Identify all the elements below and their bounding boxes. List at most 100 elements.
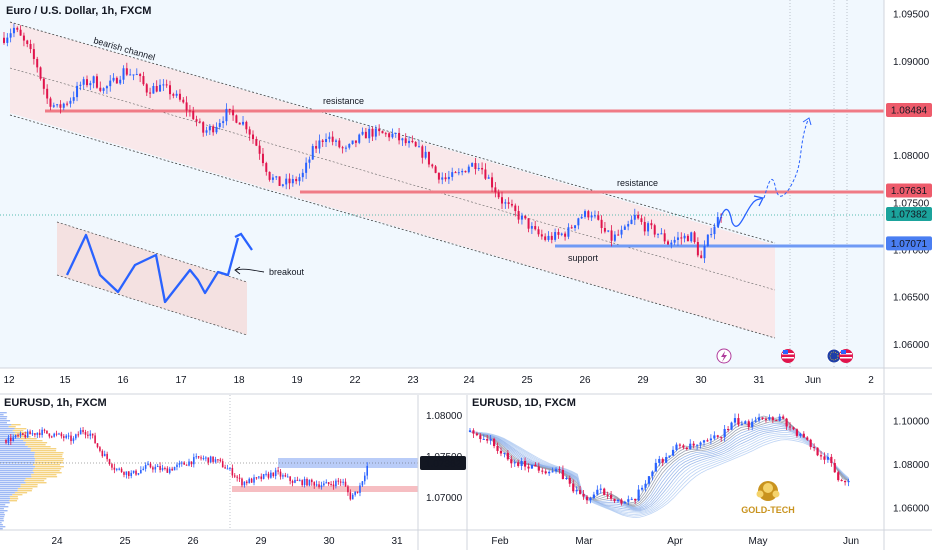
bearish-candle [238,122,241,125]
bearish-candle [159,466,161,470]
channel-mid-line [9,67,776,291]
bearish-candle [238,477,241,479]
time-tick-label: 19 [291,375,303,386]
bearish-candle [277,470,279,472]
main-chart-pane[interactable]: bearish channel resistance resistance su… [0,0,884,368]
lightning-event-icon[interactable] [716,348,732,364]
bearish-candle [59,104,62,108]
bullish-candle [19,433,22,436]
bearish-candle [637,214,640,219]
bullish-candle [503,452,506,454]
bullish-candle [14,435,17,438]
bullish-candle [311,146,314,160]
bearish-candle [764,418,768,420]
bearish-candle [38,432,41,435]
price-level-tag[interactable] [886,207,932,222]
bearish-candle [558,469,561,471]
main-price-axis[interactable]: 1.095001.090001.085001.080001.075001.070… [883,0,932,394]
moving-average-line [469,424,849,509]
bearish-candle [434,166,437,173]
bearish-candle [378,128,381,132]
bullish-candle [716,217,719,227]
bullish-candle [112,77,115,81]
bullish-candle [361,481,364,486]
bullish-candle [424,151,427,158]
bottom-right-chart-pane[interactable]: GOLD-TECH EURUSD, 1D, FXCM [467,395,884,530]
bullish-candle [265,473,267,475]
bearish-candle [169,85,171,95]
volume-profile-bar [34,456,63,458]
bullish-candle [703,246,706,259]
bearish-candle [111,464,113,468]
time-tick-label: 26 [187,536,199,547]
bullish-candle [554,232,557,240]
price-level-tag[interactable] [886,103,932,118]
bullish-candle [689,443,692,450]
bearish-candle [517,211,520,220]
bearish-candle [427,151,430,165]
bullish-candle [12,437,15,442]
bearish-candle [514,205,517,212]
bullish-candle [75,434,77,439]
bullish-candle [554,469,558,472]
bullish-candle [328,136,331,140]
resistance-lower-label: resistance [617,178,658,188]
bearish-candle [802,433,805,438]
bullish-candle [627,499,630,502]
bullish-candle [751,421,754,427]
bullish-candle [668,455,671,457]
bullish-candle [320,485,323,488]
last-price-tag[interactable] [420,456,466,470]
bottom-left-chart-pane[interactable]: EURUSD, 1h, FXCM [0,395,418,530]
bullish-candle [132,470,135,473]
bearish-candle [534,226,537,230]
bottom-right-price-axis[interactable]: 1.10000 1.08000 1.06000 [893,417,930,515]
price-level-tag[interactable] [886,236,932,251]
bullish-candle [548,471,551,474]
bullish-candle [315,484,318,486]
bullish-candle [613,234,616,241]
bullish-candle [351,494,354,500]
bullish-candle [298,177,301,182]
bullish-candle [195,456,198,458]
volume-profile-bar [0,510,8,512]
bearish-candle [22,35,25,41]
projected-path-dashed-arrowhead [802,117,812,126]
bullish-candle [671,449,675,456]
bullish-candle [374,128,377,137]
bearish-candle [5,440,7,443]
bearish-candle [245,121,248,130]
bearish-candle [597,215,600,220]
time-tick-label: 22 [349,375,361,386]
price-level-tag[interactable] [886,183,932,198]
bottom-right-time-axis[interactable]: Feb Mar Apr May Jun [491,536,859,547]
bearish-candle [60,433,63,437]
bearish-candle [510,459,513,464]
volume-profile-bar [0,468,34,470]
breakout-pointer-arrow [235,268,265,273]
us-flag-event-icon[interactable] [839,349,853,363]
volume-profile-bar [0,524,3,526]
volume-profile-bar [25,442,48,444]
eu-flag-event-icon[interactable] [826,348,842,364]
bottom-left-time-axis[interactable]: 24 25 26 29 30 31 [51,536,403,547]
bearish-candle [149,463,152,468]
bullish-candle [363,475,366,482]
bullish-candle [799,433,802,436]
volume-profile-bar [0,450,31,452]
bearish-candle [517,462,520,466]
bearish-candle [313,482,316,486]
bearish-candle [178,93,181,100]
main-time-axis[interactable]: 12 15 16 17 18 19 22 23 24 25 26 29 30 31 Jun 2 [0,367,932,386]
bearish-candle [197,456,200,458]
bearish-candle [347,486,349,493]
volume-profile-bar [0,528,3,530]
volume-profile-bar [0,456,35,458]
bearish-candle [693,232,696,243]
volume-profile-bar [25,478,47,480]
bearish-candle [388,133,391,138]
bearish-candle [24,434,27,438]
bullish-candle [359,485,361,493]
us-flag-event-icon[interactable] [781,349,795,363]
